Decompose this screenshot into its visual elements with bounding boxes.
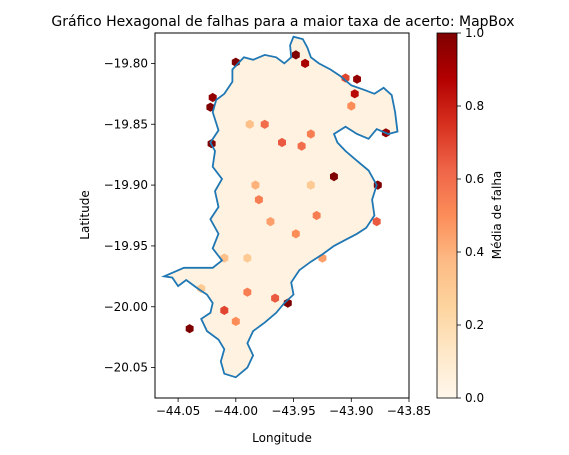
hexbin-cell	[278, 137, 286, 148]
x-tick-label: −43.95	[271, 404, 315, 418]
hexbin-cell	[254, 195, 263, 205]
y-tick-label: −19.85	[104, 117, 148, 131]
x-tick-label: −44.05	[156, 404, 200, 418]
hexbin-cell	[312, 210, 321, 221]
x-axis-label: Longitude	[252, 431, 312, 445]
hexbin-cells	[185, 50, 390, 334]
chart-title: Gráfico Hexagonal de falhas para a maior…	[51, 14, 514, 30]
x-tick-label: −43.90	[329, 404, 373, 418]
hexbin-cell	[372, 217, 381, 227]
y-axis: −19.80 −19.85 −19.90 −19.95 −20.00 −20.05	[104, 56, 155, 375]
boundary-area	[164, 36, 398, 378]
hexbin-cell	[347, 101, 356, 111]
hexbin-cell	[208, 92, 217, 103]
x-tick-label: −44.00	[214, 404, 258, 418]
colorbar-label: Média de falha	[490, 171, 504, 260]
hexbin-cell	[243, 287, 252, 297]
hexbin-cell	[306, 180, 315, 190]
y-tick-label: −20.00	[104, 300, 148, 314]
hexbin-cell	[243, 253, 252, 263]
colorbar-tick-label: 0.8	[465, 99, 484, 113]
hexbin-cell	[260, 119, 269, 129]
hexbin-cell	[291, 50, 300, 60]
colorbar-tick-label: 0.0	[465, 391, 484, 405]
boundary-line	[161, 35, 399, 379]
hexbin-cell	[271, 293, 280, 303]
hexbin-cell	[251, 180, 260, 190]
colorbar-ticks: 0.0 0.2 0.4 0.6 0.8 1.0	[457, 26, 484, 405]
hexbin-cell	[266, 217, 275, 227]
hexbin-cell	[353, 74, 361, 84]
x-tick-label: −43.85	[387, 404, 431, 418]
hexbin-cell	[197, 283, 206, 294]
hexbin-cell	[341, 73, 350, 83]
y-tick-label: −19.80	[104, 56, 148, 70]
colorbar	[436, 32, 458, 399]
boundary-fill	[164, 36, 398, 378]
hexbin-cell	[350, 89, 359, 99]
hexbin-cell	[206, 102, 215, 112]
x-axis: −44.05 −44.00 −43.95 −43.90 −43.85	[156, 398, 431, 418]
hexbin-cell	[220, 305, 229, 315]
y-tick-label: −20.05	[104, 361, 148, 375]
hexbin-cell	[306, 129, 315, 139]
hexbin-cell	[245, 119, 254, 129]
colorbar-tick-label: 1.0	[465, 26, 484, 40]
hexbin-cell	[301, 58, 310, 68]
colorbar-tick-label: 0.4	[465, 245, 484, 259]
hexbin-cell	[297, 141, 306, 151]
hexbin-cell	[185, 324, 194, 334]
y-tick-label: −19.90	[104, 178, 148, 192]
colorbar-tick-label: 0.2	[465, 318, 484, 332]
hexbin-cell	[291, 229, 300, 239]
y-axis-label: Latitude	[78, 190, 92, 239]
hexbin-cell	[231, 316, 240, 326]
hexbin-cell	[330, 172, 338, 182]
colorbar-tick-label: 0.6	[465, 172, 484, 186]
boundary-outline	[161, 35, 399, 379]
y-tick-label: −19.95	[104, 239, 148, 253]
